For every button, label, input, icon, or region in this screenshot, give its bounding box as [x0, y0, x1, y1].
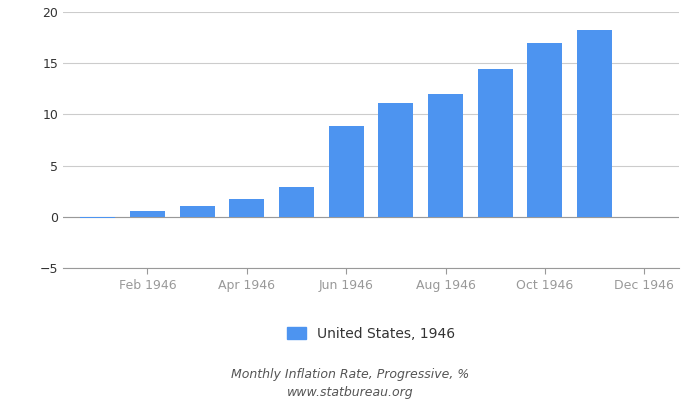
Text: www.statbureau.org: www.statbureau.org — [287, 386, 413, 399]
Bar — [279, 187, 314, 217]
Bar — [329, 126, 363, 217]
Bar — [230, 199, 264, 217]
Bar — [578, 30, 612, 217]
Bar — [80, 217, 116, 218]
Bar — [180, 206, 214, 217]
Bar — [379, 103, 413, 217]
Bar — [528, 43, 562, 217]
Bar — [130, 211, 164, 217]
Text: Monthly Inflation Rate, Progressive, %: Monthly Inflation Rate, Progressive, % — [231, 368, 469, 381]
Bar — [428, 94, 463, 217]
Legend: United States, 1946: United States, 1946 — [281, 321, 461, 346]
Bar — [478, 69, 512, 217]
